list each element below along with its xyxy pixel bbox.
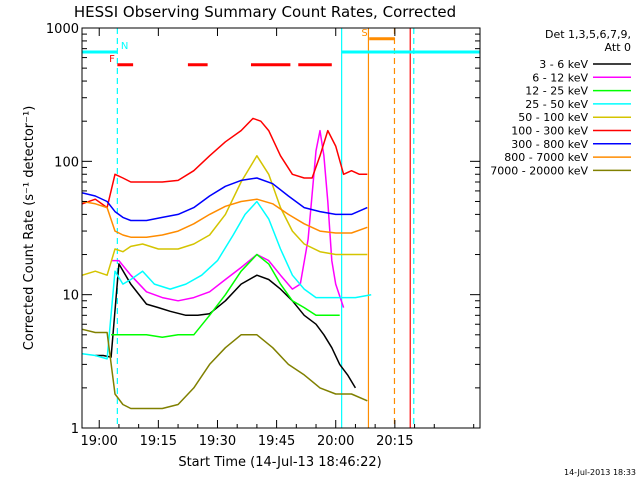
series-line-3 [82,200,372,360]
x-tick-label-4: 20:00 [317,434,354,449]
y-tick-label-1: 10 [62,289,79,304]
legend-label-0: 3 - 6 keV [539,58,588,71]
legend-label-4: 50 - 100 keV [518,111,588,124]
footer-date: 14-Jul-2013 18:33 [564,468,636,477]
x-tick-label-5: 20:15 [376,434,413,449]
series-line-5 [82,117,368,209]
flag-label-2: S [361,28,367,39]
y-tick-label-2: 100 [54,155,79,170]
legend-header-2: Att 0 [605,41,631,54]
legend-label-2: 12 - 25 keV [525,85,588,98]
legend-label-5: 100 - 300 keV [511,125,588,138]
series-line-2 [111,253,340,338]
series-line-1 [111,129,345,308]
series-line-8 [82,328,368,410]
chart-title: HESSI Observing Summary Count Rates, Cor… [74,3,456,21]
flag-label-0: N [121,41,128,52]
series-line-6 [82,177,368,222]
legend-label-1: 6 - 12 keV [532,71,588,84]
plot-area: NF S [82,28,480,428]
x-axis-label: Start Time (14-Jul-13 18:46:22) [178,455,381,470]
x-tick-label-0: 19:00 [80,434,117,449]
series-line-0 [95,263,357,389]
legend-label-6: 300 - 800 keV [511,138,588,151]
legend-label-7: 800 - 7000 keV [504,151,588,164]
legend-header-1: Det 1,3,5,6,7,9, [545,28,631,41]
y-axis: 1 10 100 1000 [46,22,480,437]
y-tick-label-3: 1000 [46,22,79,37]
x-axis: 19:00 19:15 19:30 19:45 20:00 20:15 [80,28,475,449]
x-tick-label-2: 19:30 [199,434,236,449]
series-line-4 [82,155,368,276]
legend-label-3: 25 - 50 keV [525,98,588,111]
plot-frame [81,27,481,429]
x-tick-label-3: 19:45 [258,434,295,449]
flag-label-1: F [109,54,115,65]
series-line-7 [82,198,368,238]
y-tick-label-0: 1 [71,422,79,437]
y-axis-label: Corrected Count Rate (s⁻¹ detector⁻¹) [22,106,37,351]
legend-label-8: 7000 - 20000 keV [490,164,588,177]
x-tick-label-1: 19:15 [140,434,177,449]
